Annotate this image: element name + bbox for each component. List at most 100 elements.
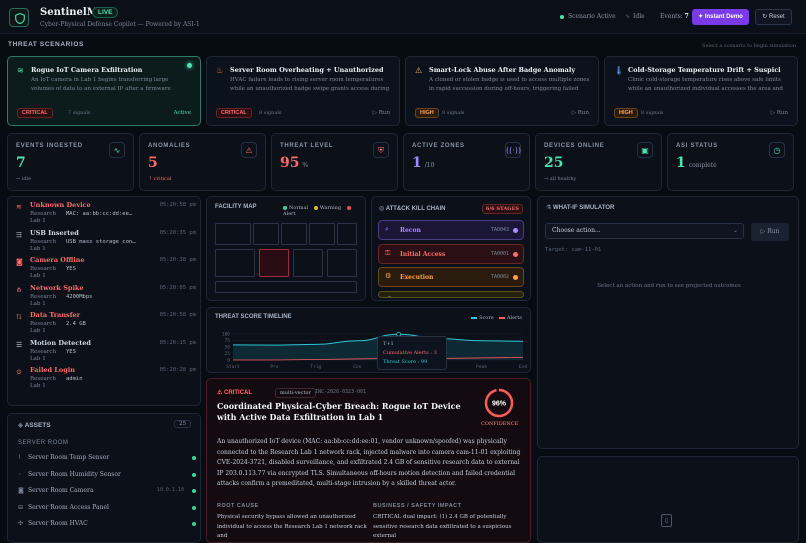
- stat-anomalies: ANOMALIES 5 ↑ critical ⚠: [139, 133, 266, 191]
- event-item[interactable]: ⇅ Data Transfer Research Lab 1 2.4 GB 05…: [16, 311, 202, 337]
- event-item[interactable]: ⊙ Failed Login Research Lab 1 admin 05:2…: [16, 366, 202, 392]
- scenario-desc: An IoT camera in Lab 1 begins transferri…: [31, 77, 171, 92]
- asset-name: Server Room Temp Sensor: [28, 454, 110, 461]
- shield-logo-icon: [9, 8, 29, 27]
- asset-name: Server Room Camera: [28, 487, 94, 494]
- radio-icon: ((·)): [505, 142, 521, 158]
- y-tick-label: 100: [222, 332, 230, 338]
- event-item[interactable]: ⇶ USB Inserted Research Lab 1 USB mass s…: [16, 229, 202, 255]
- wifi-icon: ≋: [16, 203, 22, 211]
- event-time: 05:20:15 pm: [159, 339, 196, 346]
- instant-demo-button[interactable]: ✦ Instant Demo: [692, 9, 749, 25]
- assets-title: ASSETS: [24, 422, 51, 429]
- zone-room[interactable]: [293, 249, 323, 277]
- event-item[interactable]: ☰ Motion Detected Research Lab 1 YES 05:…: [16, 339, 202, 365]
- idle-status: ∿ Idle: [625, 13, 645, 20]
- incident-severity: ⚠ CRITICAL: [217, 389, 252, 396]
- event-value: USB mass storage con…: [66, 238, 136, 245]
- asset-ip: 10.0.1.10: [156, 487, 184, 493]
- asset-item[interactable]: ◦ Server Room Humidity Sensor: [18, 471, 198, 485]
- zone-room[interactable]: [215, 223, 251, 245]
- legend-score-swatch: [471, 316, 478, 319]
- asset-item[interactable]: ⊟ Server Room Access Panel: [18, 504, 198, 518]
- incident-panel: ⚠ CRITICAL multi-vector INC-2026-0323-00…: [206, 378, 531, 543]
- run-scenario-button[interactable]: ▷ Run: [571, 110, 589, 116]
- instant-demo-label: Instant Demo: [704, 14, 743, 20]
- active-dot-icon: [187, 63, 192, 68]
- zone-corridor[interactable]: [215, 281, 357, 293]
- stat-value: 1/10: [412, 155, 434, 171]
- zone-room[interactable]: [309, 223, 335, 245]
- zone-room[interactable]: [327, 249, 357, 277]
- event-item[interactable]: ≋ Unknown Device Research Lab 1 MAC: aa:…: [16, 201, 202, 227]
- killchain-stage[interactable]: ⚿ Initial Access TA0001: [378, 243, 524, 264]
- stat-number: 1: [412, 155, 422, 171]
- stage-id: TA0002: [490, 274, 509, 280]
- shield-icon: ⛨: [373, 142, 389, 158]
- events-count: 7: [684, 13, 689, 20]
- zone-room[interactable]: [337, 223, 357, 245]
- event-time: 05:20:58 pm: [159, 312, 196, 318]
- scenario-card-smart-lock[interactable]: ⚠ Smart-Lock Abuse After Badge Anomaly A…: [405, 56, 599, 126]
- droplet-icon: ◦: [18, 470, 22, 478]
- stage-dot-icon: [513, 275, 518, 280]
- facility-legend: Normal Warning Alert: [283, 205, 365, 217]
- scenario-title: Rogue IoT Camera Exfiltration: [31, 66, 143, 74]
- incident-severity-label: CRITICAL: [224, 390, 253, 396]
- status-dot-icon: [192, 505, 196, 510]
- impact-title: BUSINESS / SAFETY IMPACT: [373, 503, 462, 509]
- run-label: Run: [776, 110, 788, 116]
- event-value: YES: [66, 348, 76, 355]
- timeline-chart[interactable]: 1007550250StartPreTrigConMidEscPeakEnd: [207, 308, 532, 374]
- event-value: 2.4 GB: [66, 321, 86, 327]
- run-scenario-button[interactable]: ▷ Run: [770, 110, 788, 116]
- stage-dot-icon: [513, 251, 518, 257]
- zone-room[interactable]: [281, 223, 307, 245]
- wifi-icon: ≋: [17, 66, 24, 75]
- killchain-stage[interactable]: ⌕ Recon TA0043: [378, 220, 524, 240]
- scenario-card-rogue-iot[interactable]: ≋ Rogue IoT Camera Exfiltration An IoT c…: [7, 56, 201, 126]
- run-simulation-button[interactable]: ▷ Run: [751, 223, 789, 241]
- assets-group-label: SERVER ROOM: [18, 440, 69, 446]
- killchain-stage[interactable]: ⚓PersistenceTA0003: [378, 290, 524, 298]
- top-bar: SentinelMesh LIVE Cyber-Physical Defense…: [0, 0, 806, 34]
- asset-item[interactable]: ✣ Server Room HVAC: [18, 520, 198, 534]
- asset-item[interactable]: ◙ Server Room Camera 10.0.1.10: [18, 487, 198, 501]
- zone-room[interactable]: [253, 223, 279, 245]
- event-item[interactable]: ◙ Camera Offline Research Lab 1 YES 05:2…: [16, 256, 202, 282]
- app-name: SentinelMesh: [40, 7, 118, 18]
- thermometer-icon: ⌇: [18, 454, 21, 461]
- usb-icon: ⇶: [16, 230, 22, 239]
- app-subtitle: Cyber-Physical Defense Copilot — Powered…: [40, 21, 200, 28]
- network-icon: ⋔: [16, 285, 22, 294]
- facility-map-panel: FACILITY MAP Normal Warning Alert: [206, 196, 366, 301]
- stat-value: 95%: [280, 155, 308, 171]
- root-cause-text: Physical security bypass allowed an unau…: [217, 514, 367, 539]
- key-icon: ⚿: [385, 248, 391, 257]
- stat-number: 5: [148, 155, 158, 171]
- event-time: 05:20:58 pm: [159, 202, 196, 208]
- zone-room[interactable]: [215, 249, 255, 277]
- killchain-stage[interactable]: ⚙ Execution TA0002: [378, 267, 524, 287]
- reset-button[interactable]: ↻ Reset: [755, 9, 792, 25]
- action-select[interactable]: Choose action... ⌄: [545, 223, 744, 239]
- fan-icon: ✣: [18, 520, 24, 527]
- impact-text: CRITICAL dual impact: (1) 2.4 GB of pote…: [373, 514, 512, 539]
- gear-icon: ⚙: [385, 272, 392, 280]
- zone-research-lab-1-alert[interactable]: [259, 249, 289, 277]
- signal-count: 8 signals: [259, 110, 282, 116]
- killchain-title-label: ATT&CK KILL CHAIN: [385, 206, 446, 212]
- scenario-desc: A cloned or stolen badge is used to acce…: [429, 77, 590, 92]
- event-location: Research Lab 1: [30, 238, 57, 252]
- whatif-panel: ⚗ WHAT-IF SIMULATOR Choose action... ⌄ ▷ …: [537, 196, 799, 449]
- run-scenario-button[interactable]: ▷ Run: [372, 110, 390, 116]
- status-dot-icon: [192, 489, 196, 493]
- event-item[interactable]: ⋔ Network Spike Research Lab 1 4200Mbps …: [16, 284, 202, 310]
- scenario-card-server-room[interactable]: ♨ Server Room Overheating + Unauthorized…: [206, 56, 400, 126]
- flask-icon: ⚗: [546, 205, 554, 211]
- scenario-card-cold-storage[interactable]: 🌡︎ Cold-Storage Temperature Drift + Susp…: [604, 56, 798, 126]
- event-location: Research Lab 1: [30, 266, 57, 279]
- asset-item[interactable]: ⌇ Server Room Temp Sensor: [18, 454, 198, 468]
- asset-name: Server Room HVAC: [28, 520, 88, 527]
- scenario-active-label: Active: [173, 110, 191, 116]
